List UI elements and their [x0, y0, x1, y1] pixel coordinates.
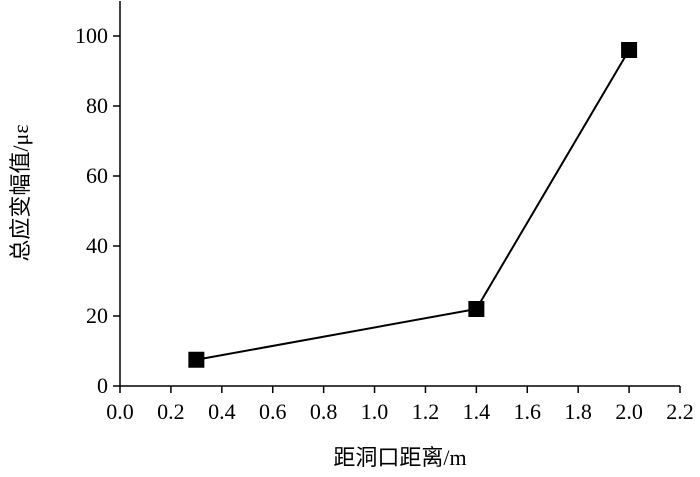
x-axis-label: 距洞口距离/m [333, 445, 466, 470]
x-tick-label: 2.0 [615, 399, 643, 424]
data-point [188, 351, 205, 368]
y-tick-label: 60 [86, 163, 108, 188]
x-tick-label: 0.0 [106, 399, 134, 424]
data-line [196, 49, 630, 361]
x-tick-label: 1.2 [412, 399, 440, 424]
x-tick-label: 2.2 [666, 399, 694, 424]
y-tick-label: 40 [86, 233, 108, 258]
x-tick-label: 0.4 [208, 399, 236, 424]
y-tick-label: 80 [86, 93, 108, 118]
x-tick-label: 0.8 [310, 399, 338, 424]
x-tick-label: 1.8 [564, 399, 592, 424]
x-tick-label: 1.6 [514, 399, 542, 424]
x-tick-label: 1.4 [463, 399, 491, 424]
y-axis-label: 总应变幅值/με [8, 124, 33, 261]
x-tick-label: 1.0 [361, 399, 389, 424]
y-tick-label: 20 [86, 303, 108, 328]
y-tick-label: 100 [75, 23, 108, 48]
data-point [621, 42, 638, 58]
y-tick-label: 0 [97, 373, 108, 398]
x-tick-label: 0.2 [157, 399, 185, 424]
data-point [468, 301, 485, 317]
x-tick-label: 0.6 [259, 399, 287, 424]
